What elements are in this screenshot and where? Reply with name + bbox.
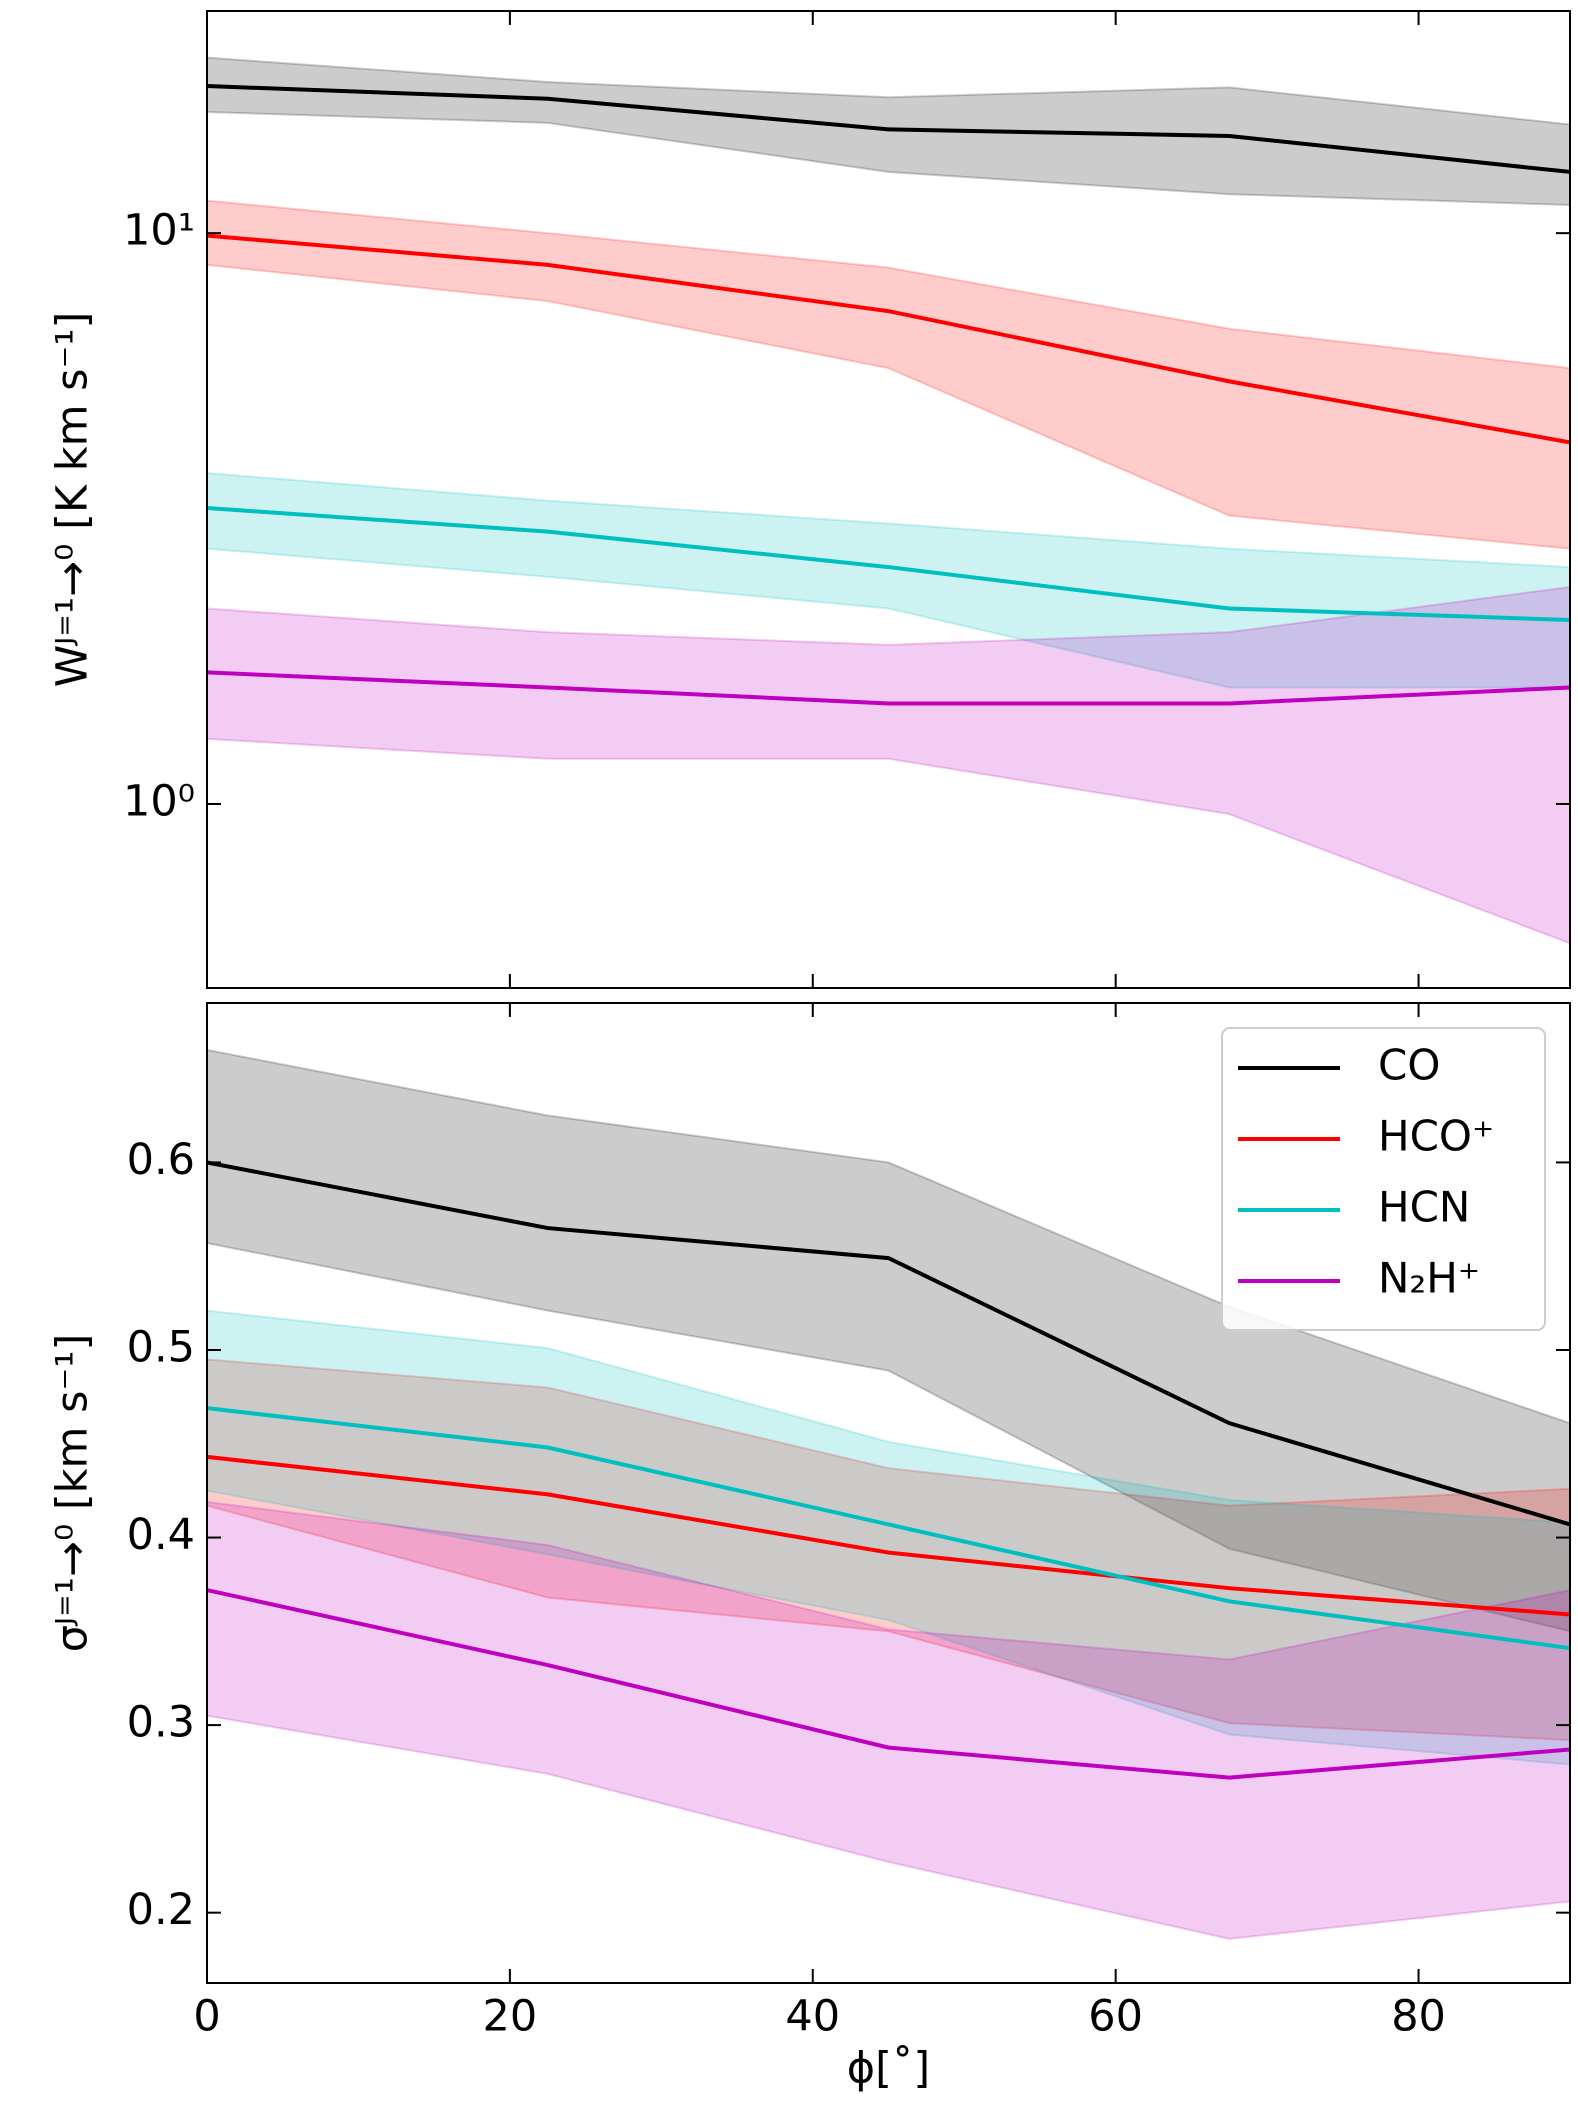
y-tick-label: 10¹ [123,206,195,256]
plot-frame [206,10,1571,989]
error-band [207,1309,1570,1766]
error-band [207,472,1570,689]
error-band [207,585,1570,945]
legend-label: N₂H⁺ [1378,1254,1480,1303]
y-tick-label: 10⁰ [123,776,195,826]
y-axis-label: σᴶ⁼¹→⁰ [km s⁻¹] [48,1334,98,1652]
plot-frame [206,1002,1571,1984]
y-tick-label: 0.5 [127,1322,195,1372]
x-tick-label: 40 [785,1992,840,2042]
series-line [207,84,1570,174]
x-axis-label: ϕ[˚] [847,2044,930,2094]
error-band [207,1358,1570,1742]
error-band [207,1500,1570,1940]
legend-label: CO [1378,1041,1440,1090]
y-tick-label: 0.3 [127,1698,195,1748]
legend-label: HCO⁺ [1378,1112,1494,1161]
x-tick-label: 20 [483,1992,538,2042]
series-line [207,670,1570,706]
legend-label: HCN [1378,1183,1470,1232]
series-line [207,233,1570,445]
x-tick-label: 0 [193,1992,220,2042]
series-line [207,505,1570,623]
error-band [207,1048,1570,1633]
series-line [207,1588,1570,1780]
series-line [207,1160,1570,1527]
legend-box [1221,1027,1546,1331]
error-band [207,199,1570,550]
series-line [207,1406,1570,1651]
y-tick-label: 0.6 [127,1135,195,1185]
y-axis-label: Wᴶ⁼¹→⁰ [K km s⁻¹] [48,312,98,688]
x-tick-label: 60 [1088,1992,1143,2042]
x-tick-label: 80 [1391,1992,1446,2042]
y-tick-label: 0.4 [127,1510,195,1560]
series-line [207,1454,1570,1617]
y-tick-label: 0.2 [127,1885,195,1935]
